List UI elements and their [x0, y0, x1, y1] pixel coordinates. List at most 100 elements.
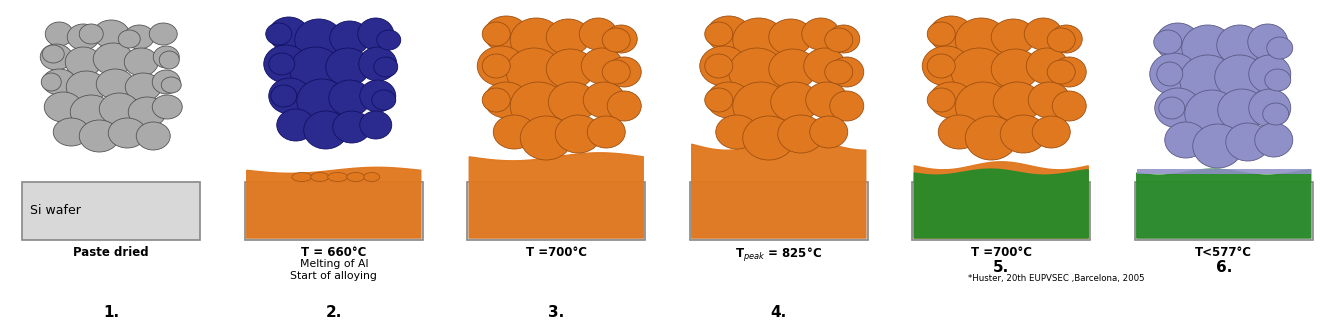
Ellipse shape	[1000, 115, 1047, 153]
Ellipse shape	[1052, 91, 1087, 121]
Ellipse shape	[124, 48, 159, 76]
Ellipse shape	[929, 16, 973, 52]
Ellipse shape	[729, 48, 785, 96]
Ellipse shape	[43, 69, 76, 95]
Ellipse shape	[485, 82, 529, 118]
Text: 1.: 1.	[103, 305, 119, 320]
Ellipse shape	[359, 111, 391, 139]
Ellipse shape	[992, 19, 1035, 55]
Ellipse shape	[1156, 62, 1183, 86]
Ellipse shape	[810, 116, 848, 148]
Ellipse shape	[271, 85, 296, 107]
Ellipse shape	[1024, 18, 1063, 50]
Text: 4.: 4.	[770, 305, 786, 320]
Ellipse shape	[268, 78, 311, 114]
Ellipse shape	[1248, 89, 1291, 127]
Ellipse shape	[510, 82, 566, 130]
Ellipse shape	[1184, 90, 1239, 138]
Ellipse shape	[292, 172, 312, 182]
Bar	[467, 182, 645, 240]
Ellipse shape	[1180, 55, 1236, 105]
Ellipse shape	[1153, 30, 1181, 54]
Ellipse shape	[1192, 124, 1243, 168]
Ellipse shape	[1248, 24, 1288, 60]
Ellipse shape	[136, 122, 171, 150]
Ellipse shape	[159, 51, 179, 69]
Ellipse shape	[45, 22, 73, 46]
Polygon shape	[914, 162, 1088, 238]
Ellipse shape	[328, 80, 371, 116]
Ellipse shape	[328, 172, 347, 182]
Ellipse shape	[521, 116, 573, 160]
Ellipse shape	[1263, 103, 1288, 125]
Ellipse shape	[992, 49, 1039, 89]
Polygon shape	[247, 167, 421, 238]
Ellipse shape	[778, 115, 824, 153]
Ellipse shape	[1218, 89, 1266, 131]
Ellipse shape	[956, 82, 1011, 130]
Ellipse shape	[482, 54, 510, 78]
Ellipse shape	[40, 44, 72, 70]
Ellipse shape	[716, 115, 758, 149]
Ellipse shape	[546, 49, 594, 89]
Ellipse shape	[330, 21, 370, 55]
Ellipse shape	[93, 20, 129, 48]
Ellipse shape	[705, 54, 733, 78]
Polygon shape	[469, 153, 643, 238]
Ellipse shape	[830, 57, 864, 87]
Text: 2.: 2.	[326, 305, 342, 320]
Ellipse shape	[770, 82, 818, 122]
Ellipse shape	[374, 57, 398, 77]
Text: Start of alloying: Start of alloying	[290, 271, 378, 281]
Ellipse shape	[602, 60, 630, 84]
Ellipse shape	[108, 118, 147, 148]
Ellipse shape	[290, 47, 342, 93]
Ellipse shape	[359, 47, 396, 81]
Ellipse shape	[124, 25, 155, 49]
Ellipse shape	[1226, 123, 1270, 161]
Text: T = 660°C: T = 660°C	[302, 246, 366, 259]
Text: 5.: 5.	[993, 260, 1009, 275]
Bar	[912, 182, 1091, 240]
Ellipse shape	[605, 25, 637, 53]
Ellipse shape	[583, 82, 625, 118]
Ellipse shape	[830, 91, 864, 121]
Ellipse shape	[347, 172, 364, 182]
Text: 6.: 6.	[1216, 260, 1232, 275]
Ellipse shape	[493, 115, 535, 149]
Ellipse shape	[1264, 69, 1291, 91]
Ellipse shape	[1159, 97, 1184, 119]
Ellipse shape	[152, 70, 180, 94]
Ellipse shape	[119, 30, 140, 48]
Ellipse shape	[1216, 25, 1263, 65]
Ellipse shape	[1028, 82, 1071, 118]
Ellipse shape	[825, 28, 853, 52]
Ellipse shape	[706, 16, 750, 52]
Bar	[1135, 182, 1312, 240]
Ellipse shape	[44, 92, 83, 122]
Ellipse shape	[152, 95, 183, 119]
Ellipse shape	[358, 18, 394, 50]
Text: T =700°C: T =700°C	[971, 246, 1032, 259]
Ellipse shape	[363, 172, 379, 182]
Ellipse shape	[555, 115, 601, 153]
Ellipse shape	[993, 82, 1041, 122]
Bar	[1136, 169, 1311, 174]
Ellipse shape	[1156, 23, 1200, 61]
Ellipse shape	[1181, 25, 1234, 71]
Ellipse shape	[125, 73, 162, 101]
Ellipse shape	[928, 88, 956, 112]
Ellipse shape	[506, 48, 562, 96]
Text: T =700°C: T =700°C	[526, 246, 587, 259]
Ellipse shape	[296, 79, 347, 123]
Ellipse shape	[1047, 60, 1075, 84]
Text: T<577°C: T<577°C	[1195, 246, 1252, 259]
Ellipse shape	[956, 18, 1007, 62]
Ellipse shape	[371, 90, 395, 110]
Ellipse shape	[266, 23, 292, 45]
Text: Melting of Al: Melting of Al	[299, 259, 368, 269]
Ellipse shape	[802, 18, 840, 50]
Ellipse shape	[828, 25, 860, 53]
Ellipse shape	[939, 115, 980, 149]
Polygon shape	[914, 169, 1088, 238]
